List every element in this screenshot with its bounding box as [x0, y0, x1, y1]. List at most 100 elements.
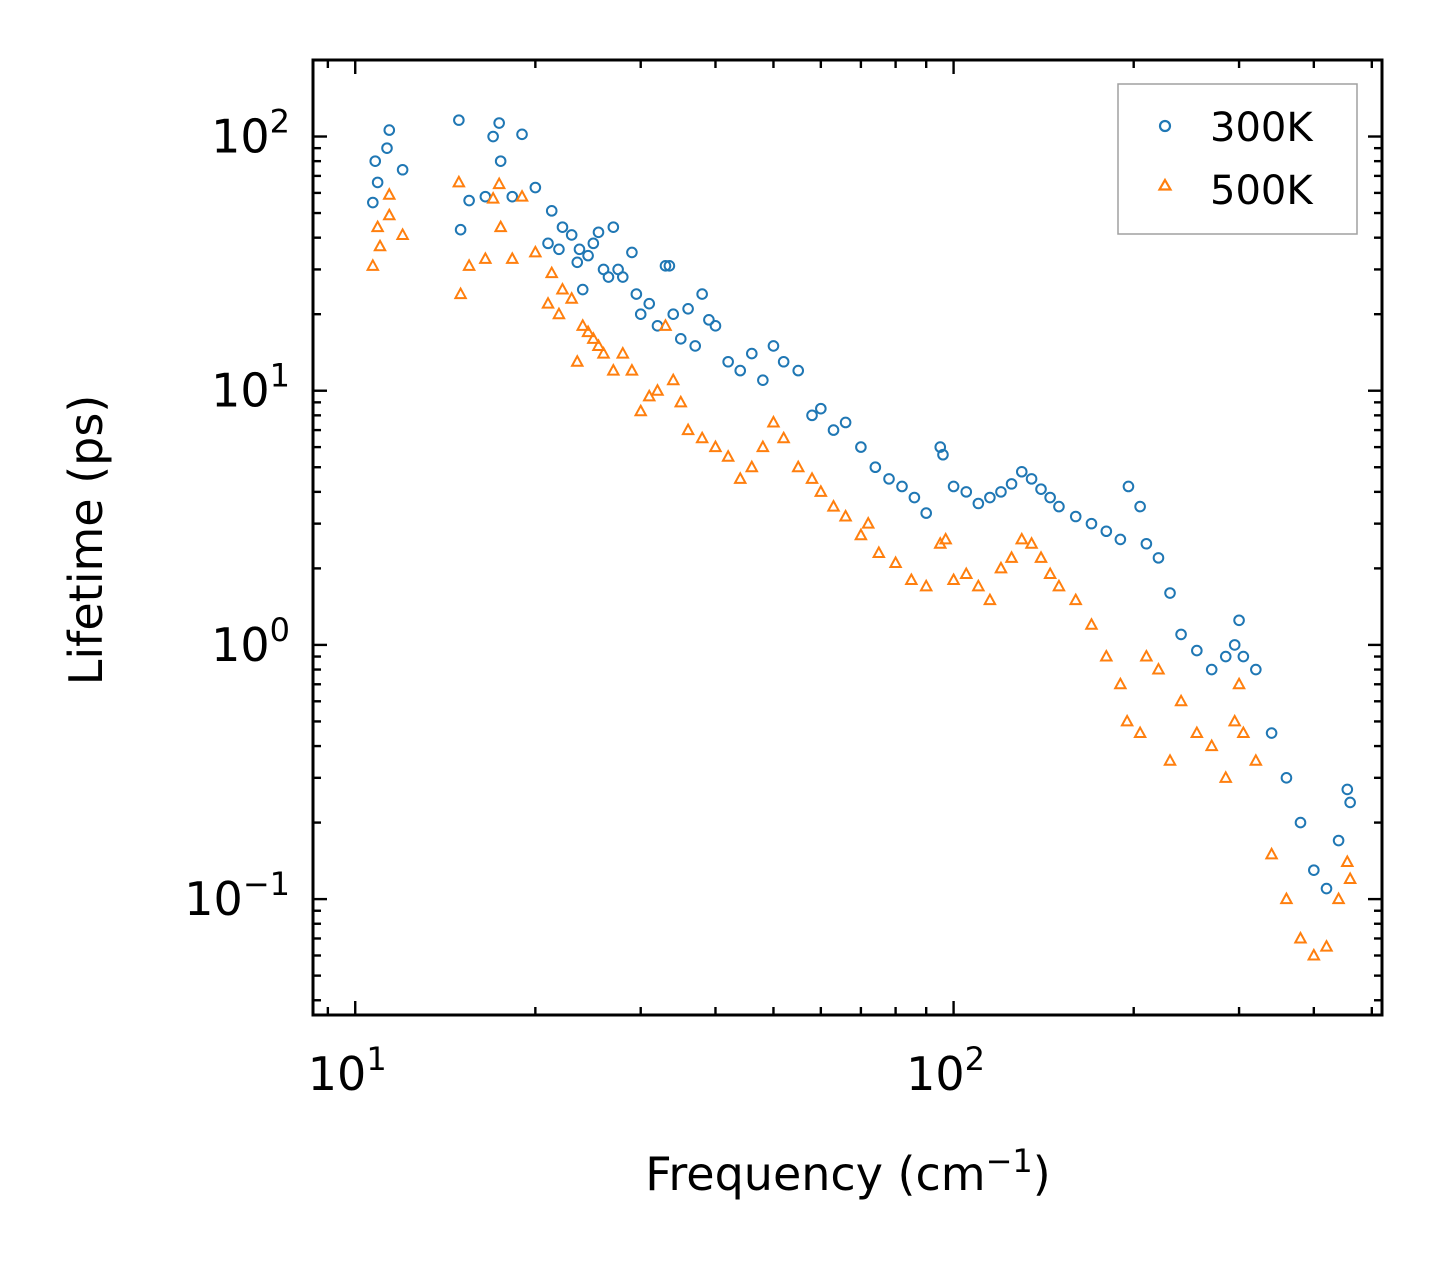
data-point-300k	[463, 194, 475, 207]
y-tick-label: 101	[211, 357, 290, 418]
legend-marker-300k	[1158, 119, 1172, 133]
data-point-300k	[1164, 587, 1176, 599]
data-point-500k	[1120, 713, 1135, 727]
data-point-500k	[382, 187, 397, 200]
data-point-500k	[1293, 930, 1308, 944]
series-layer	[365, 114, 1358, 961]
data-point-300k	[381, 142, 393, 154]
data-point-500k	[1068, 592, 1083, 606]
data-point-500k	[983, 592, 997, 606]
data-point-500k	[478, 251, 493, 264]
data-point-500k	[1024, 536, 1039, 549]
data-point-300k	[493, 117, 505, 129]
data-point-500k	[1004, 550, 1019, 563]
data-point-500k	[586, 331, 601, 344]
data-point-500k	[919, 578, 934, 592]
x-tick-label: 101	[308, 1040, 387, 1101]
data-point-300k	[573, 243, 586, 256]
data-point-300k	[1308, 864, 1320, 876]
data-point-500k	[681, 422, 695, 436]
data-point-500k	[1052, 578, 1066, 592]
data-point-300k	[920, 507, 933, 519]
data-point-300k	[757, 374, 769, 386]
legend-label-500k: 500K	[1210, 168, 1314, 214]
data-point-300k	[883, 473, 895, 485]
data-point-300k	[1015, 465, 1028, 478]
data-point-500k	[552, 306, 566, 320]
data-point-300k	[1053, 500, 1065, 513]
data-point-500k	[766, 414, 781, 428]
data-point-300k	[984, 491, 996, 504]
data-point-300k	[487, 130, 499, 143]
data-point-300k	[1100, 525, 1113, 538]
data-point-500k	[1218, 770, 1233, 783]
data-point-500k	[650, 383, 665, 396]
data-point-500k	[755, 439, 770, 453]
data-point-500k	[708, 439, 723, 453]
data-point-500k	[493, 219, 508, 233]
data-point-300k	[571, 256, 584, 269]
data-point-500k	[888, 555, 903, 569]
data-point-300k	[1152, 552, 1165, 564]
data-point-500k	[575, 318, 590, 331]
data-point-300k	[607, 221, 620, 233]
data-point-500k	[505, 251, 520, 264]
data-point-500k	[544, 265, 559, 279]
y-tick-label: 102	[211, 103, 290, 164]
data-point-500k	[959, 566, 974, 580]
data-point-500k	[1319, 939, 1334, 952]
data-point-500k	[666, 372, 681, 386]
data-point-300k	[516, 128, 528, 141]
y-tick-label: 100	[211, 611, 290, 672]
data-point-500k	[581, 324, 595, 338]
data-point-300k	[696, 288, 708, 300]
data-point-500k	[365, 258, 380, 271]
data-point-300k	[734, 364, 747, 377]
data-point-500k	[1043, 566, 1058, 580]
data-point-500k	[838, 508, 853, 522]
data-point-300k	[1122, 480, 1135, 493]
data-point-300k	[934, 441, 947, 453]
x-axis-title: Frequency (cm−1)	[645, 1142, 1050, 1201]
data-point-300k	[1228, 639, 1241, 651]
data-point-300k	[777, 355, 790, 368]
data-point-500k	[854, 527, 868, 541]
data-point-500k	[658, 318, 673, 331]
data-point-500k	[625, 363, 639, 376]
data-point-300k	[1332, 834, 1345, 847]
data-point-300k	[1233, 614, 1245, 627]
data-point-300k	[396, 163, 409, 176]
data-point-300k	[674, 333, 687, 345]
data-point-300k	[556, 221, 569, 233]
x-tick-label: 102	[906, 1040, 985, 1101]
data-point-500k	[1174, 693, 1188, 707]
data-point-500k	[570, 354, 585, 367]
data-point-300k	[1035, 483, 1047, 495]
data-point-300k	[1085, 517, 1098, 530]
legend-marker-500k	[1157, 177, 1173, 191]
data-point-300k	[1344, 796, 1356, 809]
data-point-300k	[634, 308, 647, 320]
data-point-500k	[1133, 725, 1148, 739]
data-point-500k	[1014, 531, 1029, 545]
data-point-300k	[1320, 882, 1333, 895]
data-point-300k	[626, 246, 638, 259]
data-point-300k	[767, 340, 780, 352]
data-point-500k	[591, 338, 606, 351]
data-point-500k	[1279, 891, 1294, 905]
data-point-500k	[395, 227, 410, 240]
data-point-500k	[1099, 648, 1114, 662]
data-point-500k	[1084, 617, 1099, 630]
data-point-500k	[451, 174, 466, 188]
data-point-500k	[382, 207, 397, 221]
data-point-300k	[792, 364, 805, 377]
data-point-500k	[633, 403, 648, 417]
data-point-500k	[1163, 753, 1177, 766]
data-point-300k	[1250, 663, 1262, 676]
data-point-300k	[839, 416, 852, 429]
data-point-500k	[776, 430, 791, 444]
data-point-300k	[454, 223, 467, 236]
data-point-300k	[1294, 816, 1307, 829]
data-point-500k	[1232, 676, 1246, 690]
data-point-300k	[908, 491, 921, 504]
